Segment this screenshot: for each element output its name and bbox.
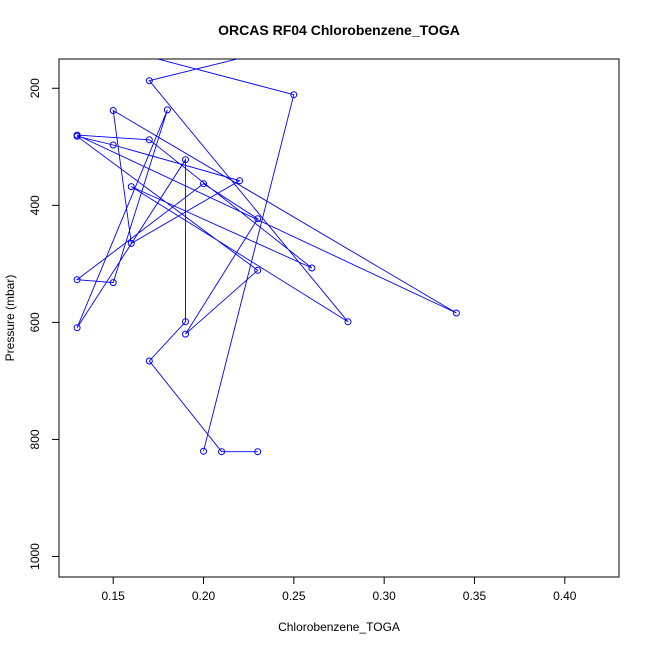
data-point bbox=[254, 448, 262, 456]
x-tick-label: 0.25 bbox=[282, 589, 306, 603]
x-tick-label: 0.30 bbox=[372, 589, 396, 603]
data-point bbox=[163, 106, 171, 114]
data-point bbox=[73, 276, 81, 284]
plot-frame bbox=[58, 58, 620, 578]
data-point bbox=[254, 215, 262, 223]
data-point bbox=[73, 131, 81, 139]
data-point bbox=[182, 156, 189, 164]
y-tick-label: 400 bbox=[28, 195, 42, 215]
data-point bbox=[109, 279, 117, 287]
data-point bbox=[145, 136, 153, 144]
chart-title: ORCAS RF04 Chlorobenzene_TOGA bbox=[218, 22, 460, 38]
x-axis: 0.15 0.20 0.25 0.30 0.35 0.40 bbox=[102, 576, 577, 603]
data-point bbox=[290, 91, 298, 99]
data-point bbox=[452, 309, 460, 317]
data-point bbox=[73, 324, 81, 332]
data-point bbox=[218, 448, 226, 456]
x-tick-label: 0.40 bbox=[553, 589, 577, 603]
data-point bbox=[145, 357, 153, 365]
data-point bbox=[200, 447, 207, 455]
data-point bbox=[109, 141, 117, 149]
data-point bbox=[182, 330, 189, 338]
x-tick-label: 0.15 bbox=[102, 589, 126, 603]
y-axis: 200 400 600 800 1000 bbox=[28, 78, 60, 570]
data-point bbox=[344, 318, 352, 326]
data-point bbox=[109, 107, 117, 114]
data-point bbox=[236, 177, 244, 185]
data-point bbox=[182, 318, 189, 326]
x-tick-label: 0.20 bbox=[192, 589, 216, 603]
x-axis-label: Chlorobenzene_TOGA bbox=[278, 620, 400, 634]
series-line bbox=[75, 59, 457, 453]
data-point bbox=[254, 266, 262, 274]
data-point bbox=[127, 183, 135, 191]
data-point bbox=[308, 264, 316, 272]
data-point bbox=[145, 77, 153, 85]
data-point bbox=[127, 239, 135, 247]
series-group bbox=[73, 59, 460, 456]
y-tick-label: 800 bbox=[28, 429, 42, 449]
y-axis-label: Pressure (mbar) bbox=[3, 275, 17, 362]
y-tick-label: 600 bbox=[28, 312, 42, 332]
x-tick-label: 0.35 bbox=[463, 589, 487, 603]
y-tick-label: 1000 bbox=[28, 543, 42, 570]
plot-area bbox=[58, 58, 620, 578]
y-tick-label: 200 bbox=[28, 78, 42, 98]
data-point bbox=[200, 180, 207, 188]
